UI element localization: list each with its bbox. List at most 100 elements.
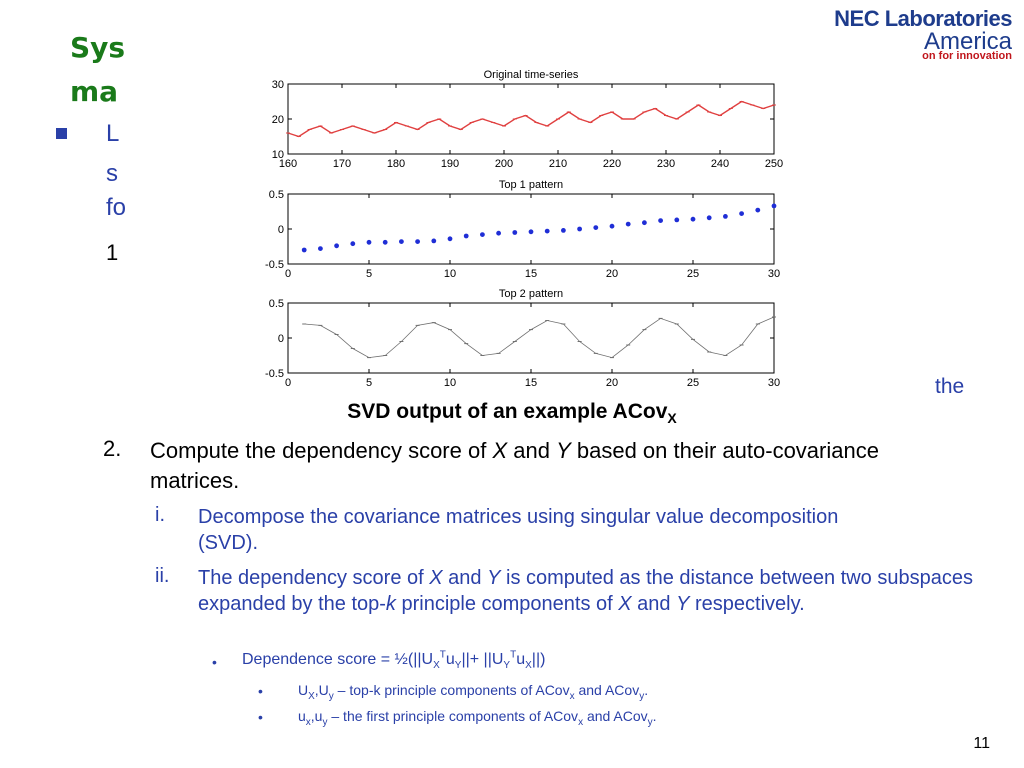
title-line-1: Sys (70, 31, 126, 64)
step-2-y: Y (556, 438, 571, 463)
x-tick-label-0-7: 230 (657, 158, 675, 170)
series-line-0 (287, 100, 775, 138)
logo-tagline: on for innovation (922, 50, 1012, 62)
sub-i-text: Decompose the covariance matrices using … (198, 506, 839, 554)
point-1-4 (366, 239, 372, 245)
x-tick-label-1-3: 15 (525, 268, 537, 280)
chart-title-1: Top 1 pattern (499, 179, 563, 191)
dep-sub1: X (433, 660, 440, 672)
n1-s4: y (639, 690, 645, 702)
partial-letter-1: L (106, 120, 120, 147)
point-1-25 (706, 215, 712, 221)
y-tick-label-2-2: 0.5 (269, 298, 284, 310)
chart-frame-2 (287, 302, 775, 374)
point-1-18 (593, 225, 599, 231)
caption-text: SVD output of an example ACov (347, 400, 668, 423)
point-1-1 (318, 246, 323, 252)
point-1-5 (382, 239, 388, 245)
x-tick-label-0-3: 190 (441, 158, 459, 170)
step-2-number: 2. (103, 436, 122, 461)
dep-bullet-icon: • (212, 654, 217, 670)
point-1-17 (577, 226, 582, 232)
x-tick-label-0-4: 200 (495, 158, 513, 170)
n2-s4: y (647, 716, 653, 728)
dependence-score-formula: Dependence score = ½(||UXTuY||+ ||UYTuX|… (242, 649, 546, 672)
square-bullet-icon (56, 128, 67, 139)
point-1-26 (723, 214, 728, 219)
x-tick-label-1-0: 0 (285, 268, 291, 280)
n2-s2: y (322, 716, 328, 728)
chart-title-2: Top 2 pattern (499, 288, 563, 300)
note-1: UX,Uy – top-k principle components of AC… (298, 682, 649, 701)
x-tick-label-2-1: 5 (366, 377, 372, 389)
dep-sup2: T (510, 649, 517, 661)
y-tick-label-2-0: -0.5 (265, 368, 284, 380)
y-tick-label-2-1: 0 (278, 333, 284, 345)
chart-title-0: Original time-series (484, 69, 579, 81)
n2-e: . (652, 708, 657, 724)
point-1-7 (415, 239, 420, 245)
step-2-x: X (492, 438, 508, 463)
sub-ii-c: principle components of (395, 593, 619, 615)
note1-bullet-icon: • (258, 683, 263, 699)
point-1-0 (301, 247, 307, 253)
sub-ii-x2: X (618, 593, 632, 615)
x-tick-label-0-6: 220 (603, 158, 621, 170)
note2-bullet-icon: • (258, 709, 263, 725)
n2-s1: x (305, 716, 311, 728)
dep-sub2: Y (454, 660, 462, 672)
point-1-13 (512, 230, 518, 235)
x-tick-label-0-9: 250 (765, 158, 783, 170)
sub-ii-y2: Y (676, 593, 690, 615)
dep-sub3: Y (503, 660, 511, 672)
x-tick-label-0-5: 210 (549, 158, 567, 170)
caption-subscript: X (667, 410, 677, 427)
partial-letter-3: fo (106, 194, 127, 221)
n2-d: and ACov (583, 708, 648, 724)
n1-b: ,U (314, 682, 329, 698)
dep-mid2: ||+ ||U (461, 651, 504, 668)
dep-mid3: u (516, 651, 526, 668)
point-1-28 (755, 207, 761, 213)
svd-figure: Original time-series 160 170 180 190 200 210 22… (240, 60, 800, 398)
n1-a: U (298, 682, 309, 698)
point-1-21 (642, 220, 647, 226)
x-tick-label-2-6: 30 (768, 377, 780, 389)
point-1-2 (334, 243, 339, 249)
trailing-word: the (935, 375, 965, 398)
step-2-a: Compute the dependency score of (150, 438, 493, 463)
sub-ii-k: k (385, 593, 396, 615)
n2-s3: x (578, 716, 584, 728)
point-1-12 (496, 230, 501, 236)
point-1-19 (609, 223, 615, 229)
sub-ii-and: and (442, 567, 488, 589)
point-1-16 (561, 228, 566, 233)
dep-text: Dependence score = ½(||U (242, 651, 434, 668)
partial-letter-2: s (106, 160, 118, 187)
point-1-27 (739, 211, 744, 217)
x-tick-label-1-5: 25 (687, 268, 699, 280)
n1-s2: y (328, 690, 334, 702)
dep-sup1: T (439, 649, 446, 661)
n1-d: and ACov (574, 682, 640, 698)
sub-ii-b: is computed as the distance between two … (198, 567, 973, 615)
n1-s1: X (308, 690, 315, 702)
point-1-6 (399, 239, 404, 245)
page-number: 11 (973, 735, 990, 752)
point-1-3 (350, 241, 356, 247)
sub-ii-x: X (429, 567, 443, 589)
point-1-20 (625, 221, 631, 227)
x-tick-label-1-6: 30 (768, 268, 780, 280)
y-tick-label-1-1: 0 (278, 224, 284, 236)
n2-c: – the first principle components of ACov (327, 708, 579, 724)
dep-end: ||) (531, 651, 546, 668)
x-tick-label-1-1: 5 (366, 268, 372, 280)
slide-title: Sys ma (70, 26, 125, 114)
logo-subtext: America (923, 28, 1012, 55)
n1-e: . (644, 682, 649, 698)
x-tick-label-0-1: 170 (333, 158, 351, 170)
n1-c: – top-k principle components of ACov (333, 682, 570, 698)
x-tick-label-1-4: 20 (606, 268, 618, 280)
n1-s3: x (569, 690, 575, 702)
point-1-29 (771, 203, 777, 209)
